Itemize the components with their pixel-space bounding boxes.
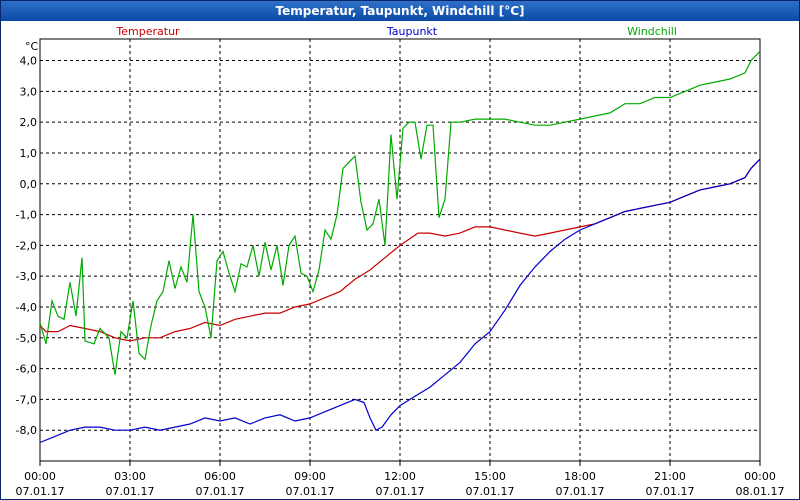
x-tick-date: 07.01.17: [286, 485, 335, 498]
y-tick-label: -6,0: [16, 363, 37, 376]
y-tick-label: -4,0: [16, 301, 37, 314]
y-tick-label: 2,0: [20, 116, 38, 129]
series-layer: [39, 50, 761, 444]
series-line-taupunkt: [39, 158, 761, 444]
y-axis: 4,0 3,0 2,0 1,0 0,0 -1,0 -2,0 -3,0 -4,0 -5,0 -6,0 -…: [16, 55, 37, 438]
x-tick-time: 09:00: [294, 470, 326, 483]
x-tick-time: 03:00: [114, 470, 146, 483]
series-line-windchill: [39, 50, 761, 375]
x-tick-date: 07.01.17: [376, 485, 425, 498]
x-tick-date: 07.01.17: [196, 485, 245, 498]
legend: Temperatur Taupunkt Windchill: [115, 25, 677, 38]
x-tick-date: 07.01.17: [466, 485, 515, 498]
y-tick-label: -8,0: [16, 424, 37, 437]
x-tick-date: 07.01.17: [646, 485, 695, 498]
legend-entry-taupunkt: Taupunkt: [386, 25, 438, 38]
x-tick-time: 12:00: [384, 470, 416, 483]
x-tick-date: 07.01.17: [16, 485, 65, 498]
x-tick-time: 06:00: [204, 470, 236, 483]
grid: [40, 39, 760, 461]
x-tick-time: 18:00: [564, 470, 596, 483]
x-tick-date: 08.01.17: [736, 485, 785, 498]
x-tick-time: 21:00: [654, 470, 686, 483]
legend-entry-temperatur: Temperatur: [115, 25, 180, 38]
y-tick-label: 0,0: [20, 178, 38, 191]
y-tick-label: 3,0: [20, 85, 38, 98]
y-tick-label: 1,0: [20, 147, 38, 160]
y-tick-label: -2,0: [16, 239, 37, 252]
y-axis-unit-label: °C: [25, 40, 39, 53]
x-axis: 00:00 07.01.17 03:00 07.01.17 06:00 07.01.17 0…: [16, 461, 785, 498]
y-tick-label: 4,0: [20, 55, 38, 68]
x-tick-time: 15:00: [474, 470, 506, 483]
y-tick-label: -5,0: [16, 332, 37, 345]
y-tick-label: -3,0: [16, 270, 37, 283]
x-tick-date: 07.01.17: [106, 485, 155, 498]
legend-entry-windchill: Windchill: [627, 25, 677, 38]
x-tick-date: 07.01.17: [556, 485, 605, 498]
x-tick-time: 00:00: [744, 470, 776, 483]
y-tick-label: -7,0: [16, 393, 37, 406]
y-tick-label: -1,0: [16, 209, 37, 222]
window-title: Temperatur, Taupunkt, Windchill [°C]: [1, 1, 799, 21]
x-tick-time: 00:00: [24, 470, 56, 483]
